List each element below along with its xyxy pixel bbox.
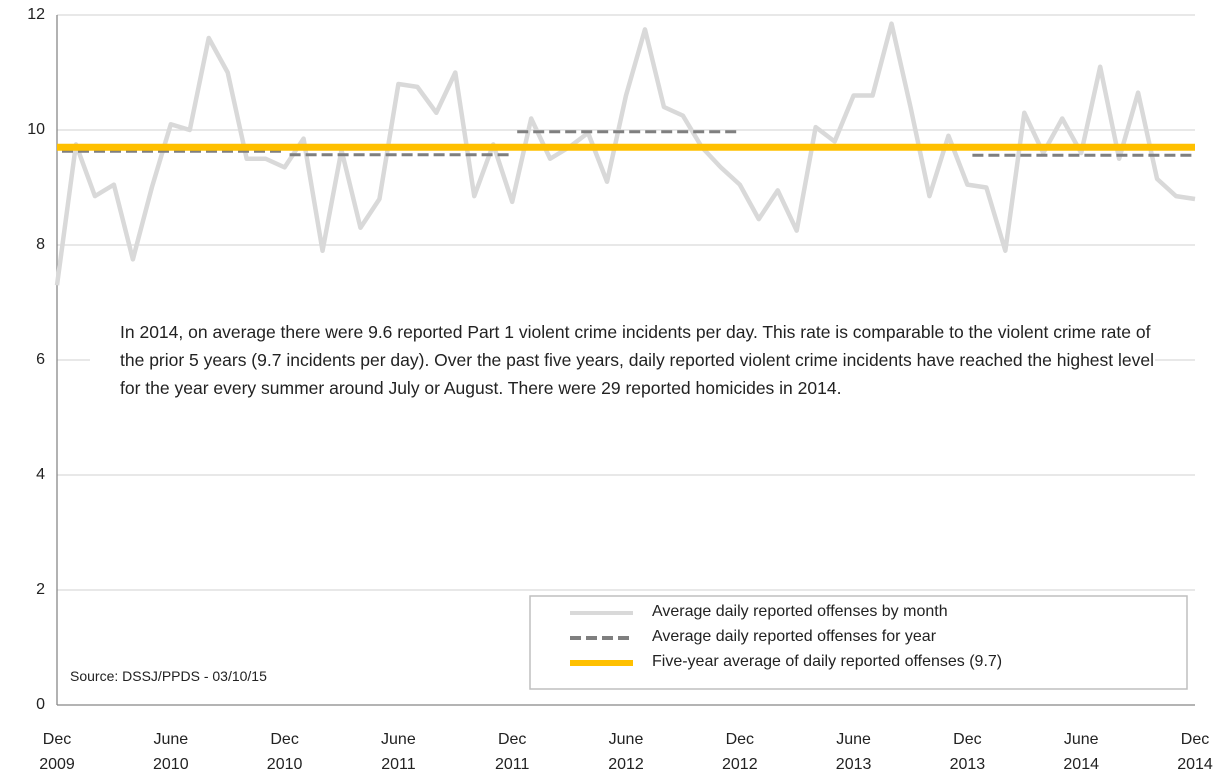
x-tick-label: Dec 2010 [266,731,303,773]
annotation: In 2014, on average there were 9.6 repor… [120,322,1155,398]
x-tick-label: June 2010 [153,731,189,773]
y-tick-label: 6 [36,351,45,368]
monthly-line [54,21,1196,286]
x-tick-label: Dec 2011 [494,731,530,773]
x-tick-label: June 2013 [835,731,872,773]
legend-box [529,595,1188,690]
y-tick-label: 8 [36,236,45,253]
legend-label: Five-year average of daily reported offe… [652,653,1003,670]
y-tick-label: 0 [36,696,45,713]
x-tick-label: June 2012 [608,731,644,773]
y-tick-label: 4 [36,466,45,483]
annotation-bg [90,312,1155,462]
y-tick-label: 2 [36,581,45,598]
x-tick-label: Dec 2014 [1177,731,1213,773]
x-tick-label: June 2014 [1063,731,1099,773]
x-tick-label: June 2011 [381,731,416,773]
x-tick-label: Dec 2009 [39,731,75,773]
y-tick-label: 10 [27,121,45,138]
x-tick-label: Dec 2012 [722,731,758,773]
x-tick-label: Dec 2013 [949,731,986,773]
source: Source: DSSJ/PPDS - 03/10/15 [70,668,267,684]
y-tick-label: 12 [27,6,45,23]
legend-label: Average daily reported offenses for year [652,628,937,645]
legend-label: Average daily reported offenses by month [652,603,948,620]
